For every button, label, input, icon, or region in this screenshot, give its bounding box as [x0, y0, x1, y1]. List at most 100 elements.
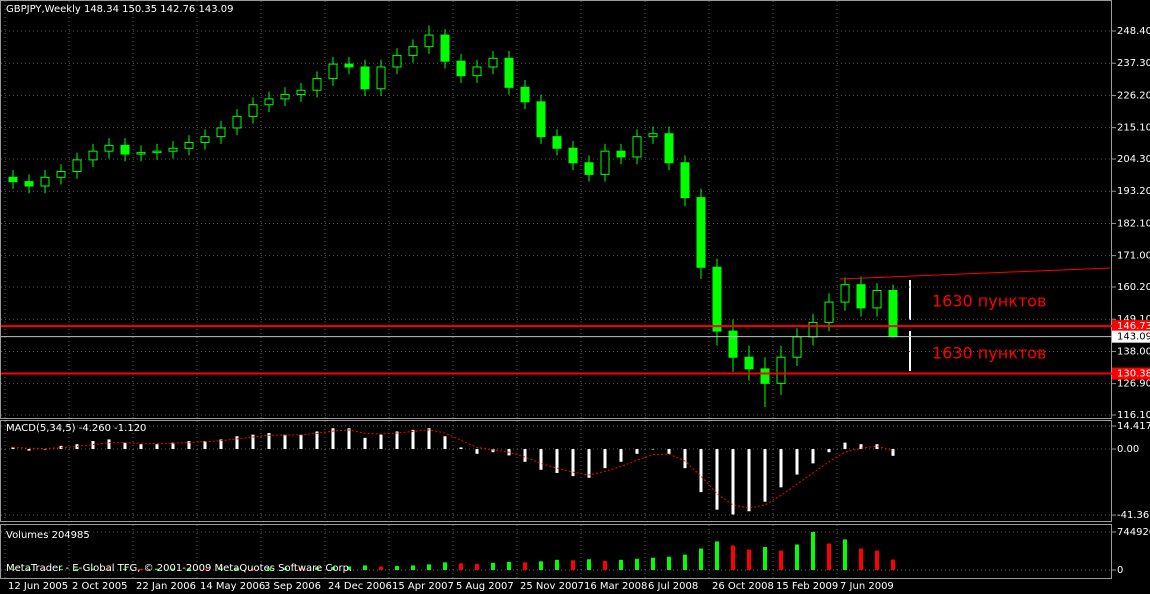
candle-body [888, 289, 898, 338]
candle-body [216, 127, 226, 138]
macd-bar [187, 441, 191, 450]
macd-bar [139, 444, 143, 450]
y-tick-label: 237.30 [1117, 58, 1150, 69]
macd-bar [347, 428, 351, 450]
macd-bar [395, 431, 399, 450]
x-tick-label: 26 Oct 2008 [712, 581, 774, 592]
volume-bar [811, 531, 815, 571]
candle-body [104, 144, 114, 152]
volume-bar [203, 568, 207, 571]
macd-bar [779, 449, 783, 488]
y-tick-label: 0.00 [1117, 444, 1139, 455]
volume-bar [475, 563, 479, 571]
candle-body [88, 150, 98, 161]
volume-bar [75, 568, 79, 571]
candle-body [536, 101, 546, 138]
volume-bar [571, 560, 575, 571]
candle-body [440, 34, 450, 62]
price-level-label: 146.73 [1117, 321, 1150, 332]
volume-bar [123, 568, 127, 571]
candle-body [632, 136, 642, 158]
volume-bar [507, 561, 511, 571]
chart-header: GBPJPY,Weekly 148.34 150.35 142.76 143.0… [6, 4, 233, 15]
volume-bar [443, 562, 447, 571]
candle-body [248, 104, 258, 117]
annotation: 1630 пунктов [932, 344, 1046, 363]
macd-bar [315, 431, 319, 450]
macd-bar [747, 449, 751, 512]
y-tick-label: 744926 [1117, 527, 1150, 538]
macd-bar [443, 436, 447, 450]
macd-bar [155, 444, 159, 450]
macd-bar [603, 449, 607, 469]
volume-bar [315, 567, 319, 571]
candle-body [232, 115, 242, 129]
macd-bar [843, 442, 847, 450]
candle-body [280, 94, 290, 100]
candle-body [664, 133, 674, 164]
price-panel [0, 0, 1112, 419]
candle-body [456, 60, 466, 77]
x-tick-label: 5 Aug 2007 [456, 581, 514, 592]
volume-bar [331, 566, 335, 571]
macd-bar [651, 449, 655, 450]
volume-bar [875, 550, 879, 571]
macd-bar [491, 449, 495, 453]
macd-bar [251, 434, 255, 450]
macd-bar [43, 449, 47, 450]
volume-bar [827, 543, 831, 571]
candle-body [392, 54, 402, 68]
candle-body [744, 356, 754, 370]
macd-bar [475, 449, 479, 454]
volume-bar [395, 565, 399, 571]
x-tick-label: 15 Feb 2009 [776, 581, 838, 592]
price-level-box [1112, 330, 1150, 343]
candle-body [504, 57, 514, 88]
volume-bar [107, 568, 111, 571]
candle-body [552, 136, 562, 149]
candle-body [872, 289, 882, 309]
y-tick-label: 171.00 [1117, 251, 1150, 262]
volume-bar [347, 566, 351, 571]
volume-bar [683, 554, 687, 571]
candle-body [584, 162, 594, 175]
macd-bar [427, 428, 431, 450]
trendline [839, 267, 1111, 280]
macd-bar [571, 449, 575, 477]
volume-bar [251, 568, 255, 571]
macd-title: MACD(5,34,5) -4.260 -1.120 [6, 423, 146, 434]
candle-body [312, 78, 322, 91]
y-tick-label: 138.00 [1117, 346, 1150, 357]
volume-bar [731, 545, 735, 571]
candle-body [424, 34, 434, 48]
volume-bar [843, 539, 847, 571]
volume-bar [747, 549, 751, 571]
macd-bar [267, 433, 271, 450]
volume-bar [699, 548, 703, 571]
macd-bar [379, 434, 383, 450]
y-tick-label: 116.10 [1117, 410, 1150, 421]
candle-body [680, 162, 690, 199]
volume-bar [363, 565, 367, 571]
y-tick-label: 193.20 [1117, 186, 1150, 197]
volume-bar [155, 568, 159, 571]
candle-body [792, 336, 802, 358]
x-tick-label: 22 Jan 2006 [136, 581, 196, 592]
candle-body [168, 147, 178, 152]
volume-panel [0, 524, 1112, 579]
macd-bar [667, 449, 671, 454]
volume-bar [91, 568, 95, 571]
x-tick-label: 24 Dec 2006 [328, 581, 392, 592]
x-tick-label: 3 Sep 2006 [264, 581, 321, 592]
price-level-box [1112, 367, 1150, 380]
y-tick-label: 215.10 [1117, 123, 1150, 134]
macd-bar [283, 434, 287, 450]
y-tick-label: 248.40 [1117, 26, 1150, 37]
macd-bar [763, 449, 767, 502]
macd-bar [683, 449, 687, 469]
candle-body [8, 176, 18, 183]
macd-panel [0, 420, 1112, 522]
